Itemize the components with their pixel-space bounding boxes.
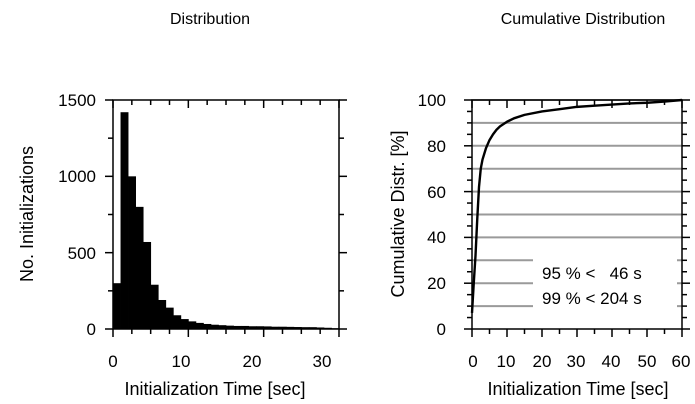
histogram-bar: [158, 299, 167, 329]
hist-xtick-label: 30: [313, 352, 332, 371]
histogram-bar: [188, 321, 197, 329]
cdf-xtick-label: 30: [567, 352, 586, 371]
hist-ytick-label: 500: [68, 244, 96, 263]
histogram-bars: [113, 112, 340, 329]
cumulative-line: [470, 98, 683, 314]
histogram-bar: [233, 325, 242, 329]
cdf-ytick-label: 80: [427, 137, 446, 156]
histogram-bar: [293, 327, 302, 329]
histogram-bar: [210, 324, 219, 329]
cdf-ytick-label: 0: [437, 320, 446, 339]
histogram-bar: [248, 326, 257, 329]
cumulative-title: Cumulative Distribution: [501, 11, 666, 28]
hist-xtick-label: 0: [108, 352, 117, 371]
cdf-ytick-label: 100: [418, 91, 446, 110]
histogram-bar: [301, 327, 310, 329]
histogram-bar: [135, 206, 144, 329]
cdf-xtick-label: 50: [638, 352, 657, 371]
histogram-bar: [226, 325, 234, 329]
histogram-bar: [256, 326, 265, 329]
cdf-xtick-label: 40: [602, 352, 621, 371]
histogram-bar: [180, 319, 189, 329]
cdf-xtick-label: 0: [468, 352, 477, 371]
hist-xtick-label: 10: [172, 352, 191, 371]
histogram-bar: [173, 315, 182, 329]
histogram-bar: [308, 327, 317, 329]
histogram-bar: [143, 241, 152, 329]
histogram-bar: [128, 176, 136, 329]
hist-ytick-label: 1500: [58, 91, 96, 110]
histogram-bar: [316, 327, 325, 329]
histogram-x-axis-label: Initialization Time [sec]: [124, 379, 305, 399]
histogram-bar: [218, 325, 227, 329]
histogram-bar: [203, 323, 212, 329]
histogram-y-axis-label: No. Initializations: [17, 146, 37, 282]
histogram-bar: [271, 326, 280, 329]
cdf-ytick-label: 60: [427, 183, 446, 202]
histogram-title: Distribution: [170, 11, 250, 28]
histogram-bar: [263, 326, 272, 329]
cumulative-panel: Cumulative Distribution 0 20 40 60 80 10…: [388, 11, 690, 399]
cdf-ytick-label: 40: [427, 228, 446, 247]
histogram-bar: [120, 112, 129, 329]
cumulative-annotation-box: [533, 256, 677, 312]
cdf-ytick-label: 20: [427, 274, 446, 293]
histogram-bar: [278, 326, 287, 329]
histogram-bar: [113, 283, 121, 329]
hist-ytick-label: 1000: [58, 167, 96, 186]
cumulative-y-axis-label: Cumulative Distr. [%]: [388, 130, 408, 297]
cdf-xtick-label: 20: [533, 352, 552, 371]
cdf-xtick-label: 60: [672, 352, 691, 371]
histogram-bar: [150, 284, 159, 329]
histogram-panel: Distribution 0 500 1000 1500 0 10 20 30 …: [17, 11, 347, 399]
hist-ytick-label: 0: [87, 320, 96, 339]
histogram-bar: [165, 307, 174, 329]
cumulative-x-axis-label: Initialization Time [sec]: [487, 379, 668, 399]
cdf-xtick-label: 10: [497, 352, 516, 371]
histogram-ticks: [105, 99, 347, 337]
hist-xtick-label: 20: [243, 352, 262, 371]
cumulative-ticks: [464, 99, 690, 337]
histogram-bar: [241, 325, 249, 329]
percentile-95-annotation: 95 % < 46 s: [542, 264, 642, 283]
histogram-bar: [195, 322, 204, 329]
histogram-bar: [286, 326, 295, 329]
percentile-99-annotation: 99 % < 204 s: [542, 289, 642, 308]
